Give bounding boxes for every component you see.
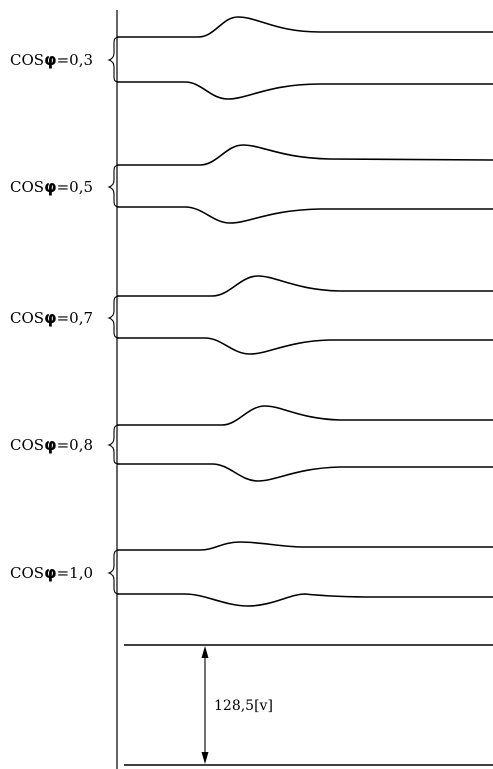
- upper-trace: [117, 16, 493, 38]
- waveform-group-cos-1-0: COSφ=1,0: [10, 541, 493, 607]
- lower-trace: [117, 593, 493, 607]
- cos-label: COS: [10, 51, 44, 69]
- cos-label: COS: [10, 564, 44, 582]
- phi-symbol: φ: [44, 177, 57, 196]
- arrow-down-icon: [201, 752, 209, 764]
- lower-trace: [117, 463, 493, 482]
- waveform-group-cos-0-5: COSφ=0,5: [10, 144, 493, 224]
- upper-trace: [117, 275, 493, 297]
- cos-value: =0,8: [57, 436, 93, 454]
- waveform-group-cos-0-3: COSφ=0,3: [10, 16, 493, 100]
- scale-label: 128,5[v]: [214, 698, 273, 714]
- voltage-scale-reference: 128,5[v]: [124, 644, 493, 766]
- group-label: COSφ=0,8: [10, 435, 93, 454]
- cos-value: =1,0: [57, 564, 93, 582]
- group-label: COSφ=0,7: [10, 308, 93, 327]
- cos-label: COS: [10, 436, 44, 454]
- phi-symbol: φ: [44, 563, 57, 582]
- phi-symbol: φ: [44, 50, 57, 69]
- phi-symbol: φ: [44, 435, 57, 454]
- group-label: COSφ=0,3: [10, 50, 93, 69]
- group-brace: [107, 424, 121, 465]
- cos-value: =0,5: [57, 178, 93, 196]
- waveform-group-cos-0-8: COSφ=0,8: [10, 405, 493, 482]
- upper-trace: [117, 144, 493, 166]
- cos-label: COS: [10, 178, 44, 196]
- cos-label: COS: [10, 309, 44, 327]
- phi-symbol: φ: [44, 308, 57, 327]
- lower-trace: [117, 206, 493, 224]
- cos-value: =0,7: [57, 309, 93, 327]
- group-brace: [107, 295, 121, 339]
- lower-trace: [117, 81, 493, 100]
- waveform-group-cos-0-7: COSφ=0,7: [10, 275, 493, 355]
- arrow-up-icon: [201, 646, 209, 658]
- upper-trace: [117, 405, 493, 426]
- cos-value: =0,3: [57, 51, 93, 69]
- upper-trace: [117, 541, 493, 551]
- group-label: COSφ=1,0: [10, 563, 93, 582]
- group-brace: [107, 164, 121, 208]
- lower-trace: [117, 337, 493, 355]
- group-label: COSφ=0,5: [10, 177, 93, 196]
- group-brace: [107, 549, 121, 595]
- group-brace: [107, 36, 121, 83]
